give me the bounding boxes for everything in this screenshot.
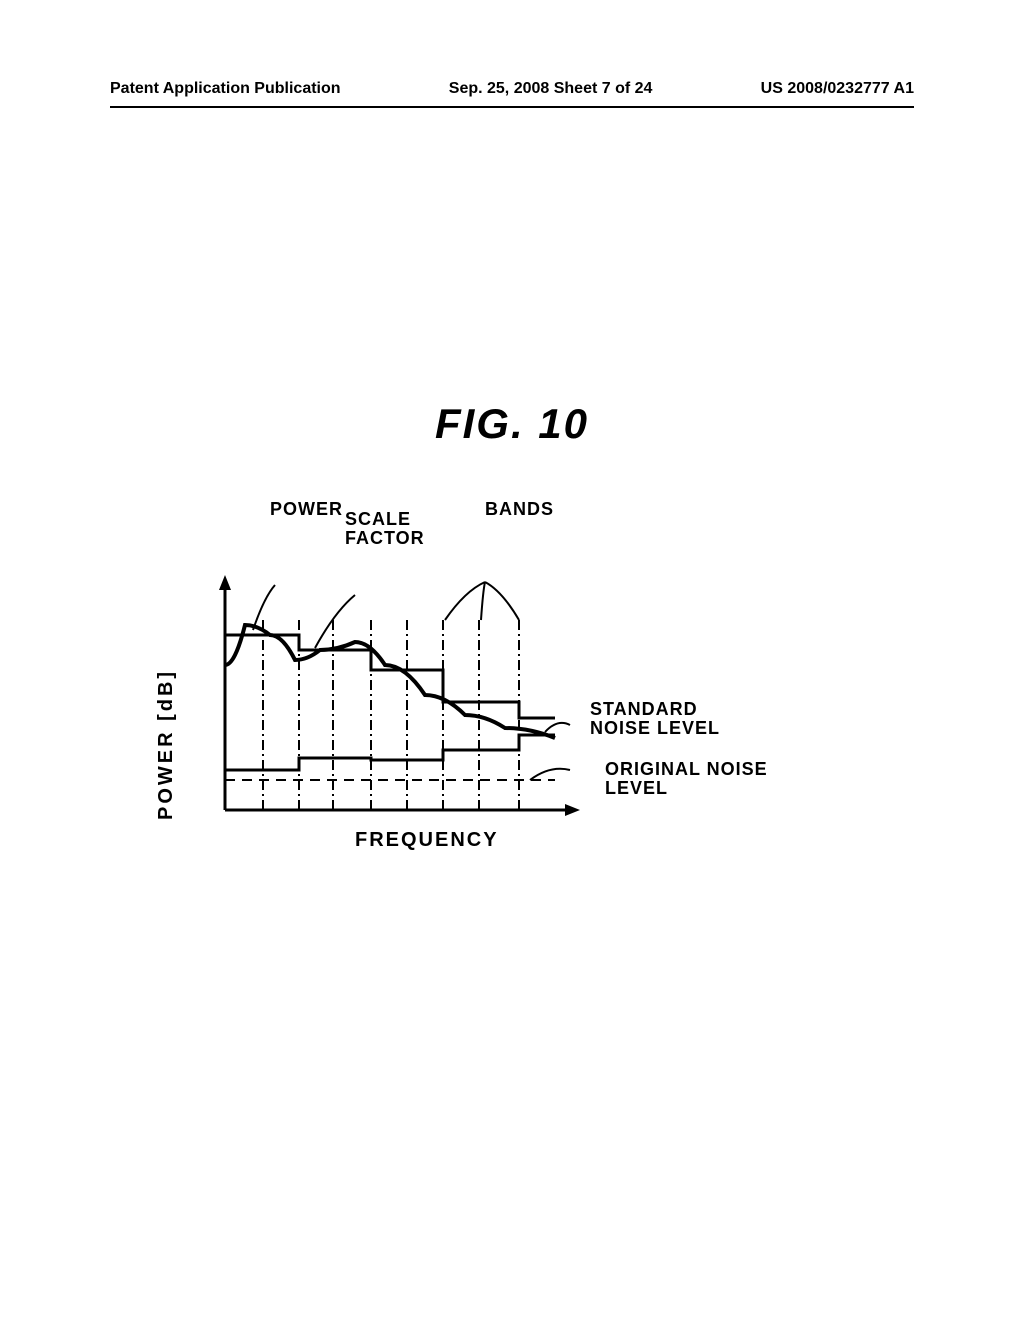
y-axis-label: POWER [dB] [155, 669, 178, 820]
chart-svg [155, 500, 870, 860]
label-standard-noise: STANDARD NOISE LEVEL [590, 700, 720, 738]
label-scale-factor: SCALE FACTOR [345, 510, 425, 548]
header-rule [110, 106, 914, 108]
header-left: Patent Application Publication [110, 80, 341, 98]
label-bands: BANDS [485, 500, 554, 519]
figure-title: FIG. 10 [0, 400, 1024, 448]
x-axis-label: FREQUENCY [355, 830, 499, 851]
page-header: Patent Application Publication Sep. 25, … [0, 80, 1024, 104]
label-original-noise: ORIGINAL NOISE LEVEL [605, 760, 768, 798]
label-power: POWER [270, 500, 343, 519]
header-right: US 2008/0232777 A1 [761, 80, 914, 98]
header-middle: Sep. 25, 2008 Sheet 7 of 24 [449, 80, 653, 98]
diagram: POWER [dB] POWER SCALE FACTOR BANDS STAN… [155, 500, 870, 900]
